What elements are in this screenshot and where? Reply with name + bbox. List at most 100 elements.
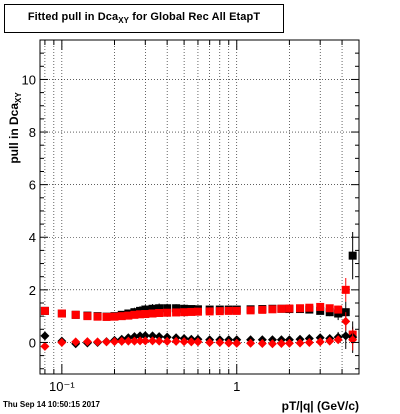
data-point	[268, 305, 277, 314]
data-point	[163, 304, 172, 313]
data-point	[224, 338, 234, 348]
data-point	[295, 338, 305, 348]
series-layer	[40, 231, 358, 353]
data-point	[276, 338, 286, 348]
data-point	[102, 312, 111, 321]
data-point	[148, 304, 157, 313]
data-point	[187, 307, 196, 316]
data-point	[141, 310, 150, 319]
data-point	[315, 337, 325, 347]
chart-title-rest: for Global Rec All EtapT	[129, 11, 261, 24]
data-point	[277, 304, 286, 313]
axis-layer: 0 2 4 6 8 10 10⁻¹ 1	[22, 40, 360, 394]
data-point	[83, 312, 92, 321]
y-tick-label: 2	[29, 283, 36, 298]
data-point	[40, 341, 50, 351]
data-point	[57, 309, 66, 318]
x-axis-title: pT/|q| (GeV/c)	[282, 399, 359, 413]
data-point	[180, 308, 189, 317]
data-point	[172, 304, 181, 313]
data-point	[123, 336, 133, 346]
data-point	[205, 337, 215, 347]
data-point	[305, 303, 314, 312]
series-2	[40, 278, 357, 343]
data-point	[224, 306, 233, 315]
data-point	[304, 337, 314, 347]
data-point	[155, 304, 164, 313]
chart-title-box: Fitted pull in DcaXY for Global Rec All …	[4, 4, 284, 33]
grid-layer	[40, 40, 360, 374]
data-point	[162, 336, 172, 346]
data-point	[284, 338, 294, 348]
data-point	[172, 308, 181, 317]
y-axis-title-sub: XY	[14, 92, 23, 103]
y-axis-title-main: pull in Dca	[7, 103, 21, 164]
data-point	[325, 336, 335, 346]
chart-title-sub: XY	[118, 16, 130, 26]
data-point	[148, 331, 158, 341]
data-point	[258, 305, 267, 314]
data-point	[215, 307, 224, 316]
chart-title: Fitted pull in DcaXY for Global Rec All …	[28, 11, 260, 25]
series-3	[40, 321, 358, 353]
data-point	[333, 335, 343, 345]
data-point	[140, 331, 150, 341]
y-tick-label: 4	[29, 230, 36, 245]
data-point	[193, 337, 203, 347]
data-point	[71, 337, 81, 347]
data-point	[57, 337, 67, 347]
data-point	[135, 336, 145, 346]
x-tick-label: 1	[233, 379, 240, 394]
data-point	[136, 310, 145, 319]
x-tick-label: 10⁻¹	[49, 379, 75, 394]
data-point	[296, 304, 305, 313]
data-point	[40, 331, 50, 341]
data-point	[110, 337, 120, 347]
data-point	[205, 307, 214, 316]
data-point	[148, 336, 158, 346]
data-point	[325, 304, 334, 313]
data-point	[348, 251, 357, 260]
data-point	[246, 338, 256, 348]
data-point	[341, 316, 351, 326]
data-point	[93, 337, 103, 347]
data-point	[148, 309, 157, 318]
data-point	[171, 336, 181, 346]
chart-title-main: Fitted pull in Dca	[27, 11, 119, 24]
data-point	[215, 337, 225, 347]
data-point	[40, 306, 49, 315]
data-point	[154, 336, 164, 346]
data-point	[71, 310, 80, 319]
data-point	[267, 339, 277, 349]
y-tick-label: 0	[29, 335, 36, 350]
y-tick-label: 8	[29, 125, 36, 140]
data-point	[101, 337, 111, 347]
data-point	[140, 336, 150, 346]
data-point	[117, 312, 126, 321]
data-point	[316, 302, 325, 311]
y-tick-label: 10	[22, 72, 36, 87]
data-point	[186, 337, 196, 347]
data-point	[93, 312, 102, 321]
data-point	[257, 338, 267, 348]
data-point	[130, 310, 139, 319]
series-4	[40, 312, 358, 351]
data-point	[163, 308, 172, 317]
data-point	[141, 305, 150, 314]
data-point	[82, 337, 92, 347]
data-point	[129, 336, 139, 346]
data-point	[135, 331, 145, 341]
data-point	[246, 306, 255, 315]
timestamp: Thu Sep 14 10:50:15 2017	[3, 400, 100, 409]
data-point	[334, 305, 343, 314]
data-point	[155, 308, 164, 317]
data-point	[232, 338, 242, 348]
data-point	[117, 336, 127, 346]
data-point	[285, 304, 294, 313]
data-point	[124, 311, 133, 320]
y-axis-title: pull in DcaXY	[7, 92, 23, 164]
data-point	[193, 307, 202, 316]
data-point	[341, 331, 351, 341]
data-point	[232, 306, 241, 315]
